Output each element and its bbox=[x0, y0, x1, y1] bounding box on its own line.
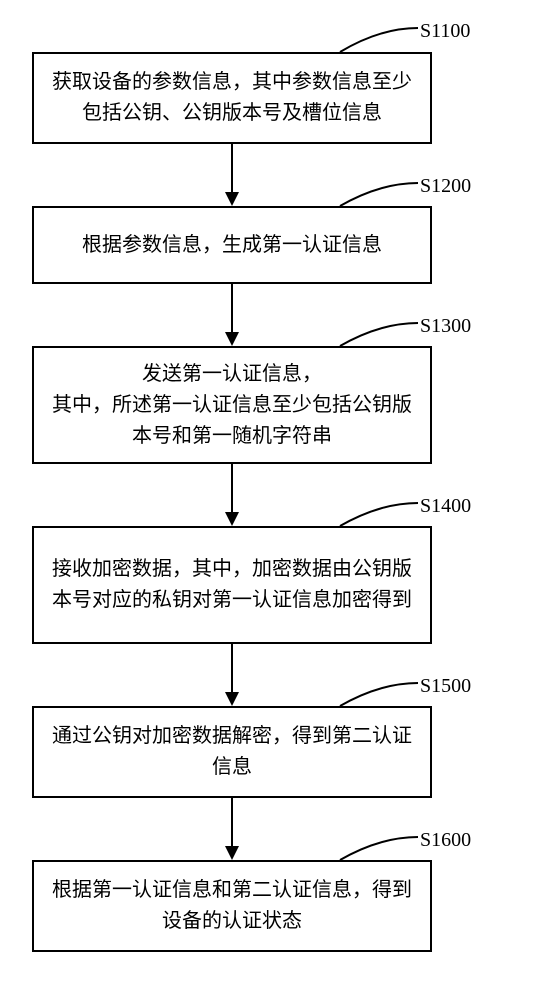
arrow-line-2 bbox=[231, 464, 233, 512]
arrow-head-1 bbox=[225, 332, 239, 346]
arrow-head-0 bbox=[225, 192, 239, 206]
arrow-line-3 bbox=[231, 644, 233, 692]
arrow-line-0 bbox=[231, 144, 233, 192]
arrow-line-4 bbox=[231, 798, 233, 846]
arrow-head-2 bbox=[225, 512, 239, 526]
arrow-line-1 bbox=[231, 284, 233, 332]
arrow-head-3 bbox=[225, 692, 239, 706]
arrow-head-4 bbox=[225, 846, 239, 860]
flowchart-container: 获取设备的参数信息，其中参数信息至少包括公钥、公钥版本号及槽位信息S1100根据… bbox=[0, 0, 536, 1000]
leader-line-s1600 bbox=[0, 0, 536, 1000]
